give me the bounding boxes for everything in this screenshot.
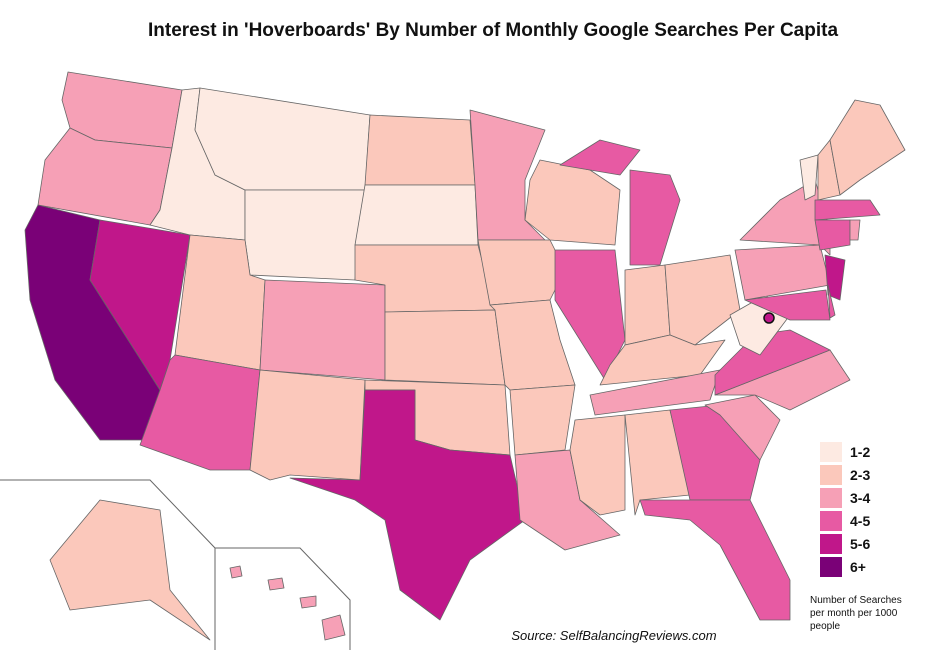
legend-label: 1-2 — [850, 444, 870, 460]
region — [824, 254, 846, 301]
region — [509, 384, 576, 456]
legend-swatch — [820, 488, 842, 508]
legend-swatch — [820, 557, 842, 577]
region — [624, 409, 691, 516]
legend-title: Number of Searches per month per 1000 peop… — [810, 595, 902, 632]
legend-swatch — [820, 442, 842, 462]
region — [259, 279, 386, 381]
source: Source: SelfBalancingReviews.com — [511, 628, 716, 643]
region — [763, 312, 775, 324]
region — [814, 219, 851, 251]
region — [354, 184, 479, 246]
legend-title-line: per month per 1000 — [810, 608, 898, 619]
region — [704, 394, 781, 461]
legend-label: 5-6 — [850, 536, 870, 552]
region — [589, 369, 721, 416]
region — [599, 334, 726, 386]
legend-swatch — [820, 511, 842, 531]
region — [827, 284, 836, 319]
region — [524, 159, 621, 246]
region — [849, 219, 861, 241]
legend-label: 4-5 — [850, 513, 870, 529]
legend-swatch — [820, 465, 842, 485]
region — [194, 87, 371, 191]
legend-swatch — [820, 534, 842, 554]
region — [229, 565, 346, 641]
legend-title-line: Number of Searches — [810, 595, 902, 606]
region — [244, 189, 366, 281]
legend-title-line: people — [810, 621, 840, 632]
region — [49, 499, 211, 641]
legend-label: 6+ — [850, 559, 866, 575]
region — [624, 264, 671, 346]
region — [664, 254, 741, 346]
region — [469, 109, 546, 241]
region — [814, 199, 881, 221]
region — [639, 499, 791, 621]
map-title: Interest in 'Hoverboards' By Number of M… — [148, 20, 838, 41]
region — [364, 114, 476, 186]
region — [829, 99, 906, 196]
region — [559, 139, 681, 266]
region — [249, 369, 366, 481]
legend-label: 2-3 — [850, 467, 870, 483]
inset-border — [0, 479, 216, 650]
region — [289, 389, 526, 621]
region — [744, 289, 831, 321]
region — [477, 239, 566, 306]
region — [799, 154, 819, 201]
legend-label: 3-4 — [850, 490, 870, 506]
inset-border — [215, 547, 351, 650]
region — [384, 309, 506, 386]
